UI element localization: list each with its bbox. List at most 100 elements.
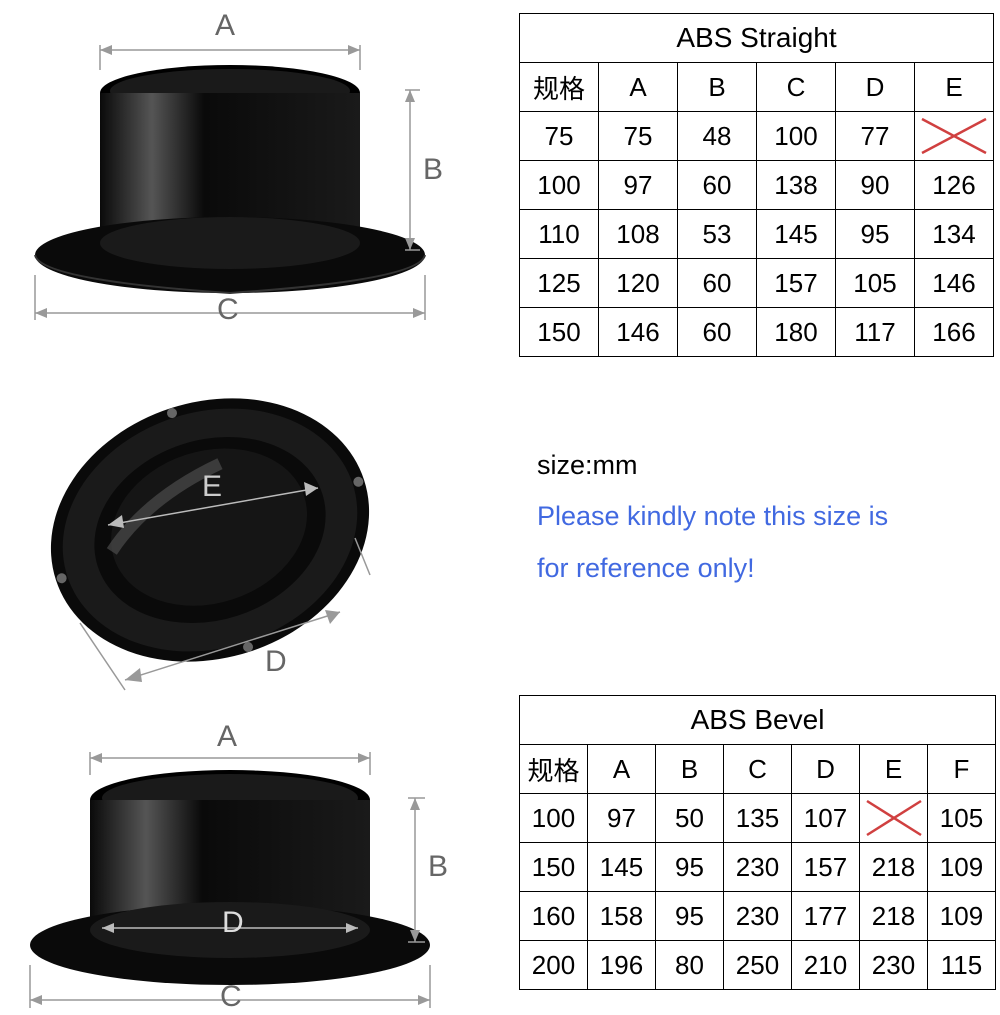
table-cell: 158 bbox=[588, 892, 656, 941]
table-cell: 48 bbox=[678, 112, 757, 161]
note-line1: Please kindly note this size is bbox=[537, 491, 888, 542]
table-cell: 166 bbox=[915, 308, 994, 357]
table-cell: 230 bbox=[724, 892, 792, 941]
table-cell: 146 bbox=[915, 259, 994, 308]
table-cell: 105 bbox=[928, 794, 996, 843]
table-cell: 77 bbox=[836, 112, 915, 161]
table2-col-6: F bbox=[928, 745, 996, 794]
table1-col-4: D bbox=[836, 63, 915, 112]
table1-col-2: B bbox=[678, 63, 757, 112]
table-cell: 146 bbox=[599, 308, 678, 357]
table-cell: 105 bbox=[836, 259, 915, 308]
table-row: 1009750135107 105 bbox=[520, 794, 996, 843]
dim-label-b1: B bbox=[423, 153, 443, 187]
table-cell: 180 bbox=[757, 308, 836, 357]
dim-label-a1: A bbox=[215, 9, 235, 43]
table-cell: 100 bbox=[520, 161, 599, 210]
table-cell: 97 bbox=[599, 161, 678, 210]
table-cell: 95 bbox=[656, 892, 724, 941]
table-cell: 75 bbox=[520, 112, 599, 161]
table-row: 15014595230157218109 bbox=[520, 843, 996, 892]
table-cell: 135 bbox=[724, 794, 792, 843]
table-abs-bevel: ABS Bevel 规格 A B C D E F 100975013510710… bbox=[519, 695, 996, 990]
table-cell: 115 bbox=[928, 941, 996, 990]
table-cell: 125 bbox=[520, 259, 599, 308]
table-cell: 95 bbox=[836, 210, 915, 259]
dim-label-d3: D bbox=[222, 906, 244, 940]
table-cell: 160 bbox=[520, 892, 588, 941]
note-block: size:mm Please kindly note this size is … bbox=[537, 440, 888, 594]
table-row: 20019680250210230115 bbox=[520, 941, 996, 990]
diagram-ring: E D bbox=[30, 370, 400, 720]
table2-title: ABS Bevel bbox=[520, 696, 996, 745]
table-cell: 100 bbox=[520, 794, 588, 843]
table-cell: 117 bbox=[836, 308, 915, 357]
dim-label-b3: B bbox=[428, 850, 448, 884]
table-cell: 150 bbox=[520, 308, 599, 357]
table-cell: 210 bbox=[792, 941, 860, 990]
table-cell: 250 bbox=[724, 941, 792, 990]
table-cell: 109 bbox=[928, 892, 996, 941]
table2-col-0: 规格 bbox=[520, 745, 588, 794]
table1-title: ABS Straight bbox=[520, 14, 994, 63]
table-row: 15014660180117166 bbox=[520, 308, 994, 357]
table-row: 100976013890126 bbox=[520, 161, 994, 210]
table-cell: 230 bbox=[860, 941, 928, 990]
dim-label-d2: D bbox=[265, 645, 287, 679]
table-cell: 218 bbox=[860, 892, 928, 941]
table-cell: 126 bbox=[915, 161, 994, 210]
table2-header-row: 规格 A B C D E F bbox=[520, 745, 996, 794]
table2-col-5: E bbox=[860, 745, 928, 794]
table-cell: 110 bbox=[520, 210, 599, 259]
diagram-side-top: A B C bbox=[10, 15, 450, 325]
table-cell: 97 bbox=[588, 794, 656, 843]
table-cell: 150 bbox=[520, 843, 588, 892]
diagram-side-bottom: A B D C bbox=[10, 730, 450, 1010]
note-line2: for reference only! bbox=[537, 543, 888, 594]
table-cell: 53 bbox=[678, 210, 757, 259]
table-cell: 145 bbox=[588, 843, 656, 892]
table-cell: 60 bbox=[678, 308, 757, 357]
table-cell bbox=[860, 794, 928, 843]
table-cell: 108 bbox=[599, 210, 678, 259]
table-cell: 60 bbox=[678, 161, 757, 210]
table-cell: 60 bbox=[678, 259, 757, 308]
table2-col-2: B bbox=[656, 745, 724, 794]
table-cell: 134 bbox=[915, 210, 994, 259]
table-cell: 75 bbox=[599, 112, 678, 161]
table-cell: 200 bbox=[520, 941, 588, 990]
table-row: 16015895230177218109 bbox=[520, 892, 996, 941]
note-size: size:mm bbox=[537, 440, 888, 491]
table-cell: 230 bbox=[724, 843, 792, 892]
table-cell: 109 bbox=[928, 843, 996, 892]
table1-col-1: A bbox=[599, 63, 678, 112]
table-cell: 50 bbox=[656, 794, 724, 843]
dim-label-c1: C bbox=[217, 293, 239, 327]
table1-header-row: 规格 A B C D E bbox=[520, 63, 994, 112]
table2-col-4: D bbox=[792, 745, 860, 794]
table-cell: 80 bbox=[656, 941, 724, 990]
table-cell: 218 bbox=[860, 843, 928, 892]
table-cell: 100 bbox=[757, 112, 836, 161]
table1-col-0: 规格 bbox=[520, 63, 599, 112]
table1-col-3: C bbox=[757, 63, 836, 112]
table-row: 75754810077 bbox=[520, 112, 994, 161]
table-row: 1101085314595134 bbox=[520, 210, 994, 259]
table-cell: 177 bbox=[792, 892, 860, 941]
table-cell: 90 bbox=[836, 161, 915, 210]
table2-col-3: C bbox=[724, 745, 792, 794]
table2-col-1: A bbox=[588, 745, 656, 794]
table-cell: 107 bbox=[792, 794, 860, 843]
table-cell: 145 bbox=[757, 210, 836, 259]
table-cell: 95 bbox=[656, 843, 724, 892]
table1-col-5: E bbox=[915, 63, 994, 112]
table-cell: 120 bbox=[599, 259, 678, 308]
table-row: 12512060157105146 bbox=[520, 259, 994, 308]
dim-label-c3: C bbox=[220, 980, 242, 1014]
table-cell: 138 bbox=[757, 161, 836, 210]
dim-label-e2: E bbox=[202, 470, 222, 504]
table-abs-straight: ABS Straight 规格 A B C D E 75754810077100… bbox=[519, 13, 994, 357]
table-cell: 196 bbox=[588, 941, 656, 990]
table-cell bbox=[915, 112, 994, 161]
table-cell: 157 bbox=[757, 259, 836, 308]
